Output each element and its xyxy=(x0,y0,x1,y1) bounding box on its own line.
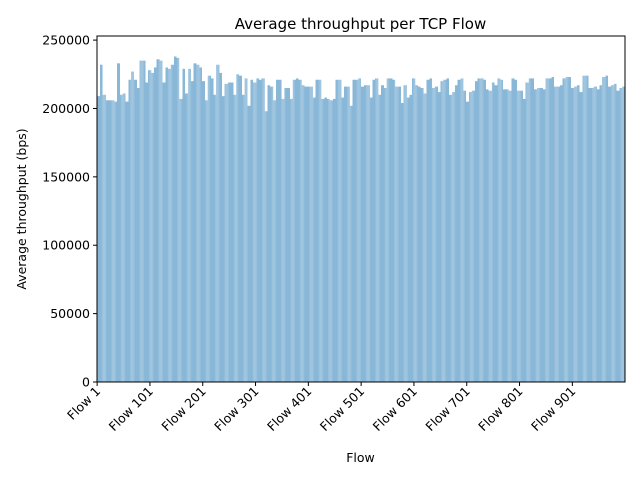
y-tick-label: 0 xyxy=(82,375,90,390)
y-tick-label: 200000 xyxy=(42,101,90,116)
y-tick-label: 150000 xyxy=(42,169,90,184)
x-tick-label: Flow 301 xyxy=(211,384,261,434)
x-axis: Flow 1 Flow 101 Flow 201 Flow 301 Flow 401 Fl… xyxy=(64,382,578,434)
x-axis-label: Flow xyxy=(346,450,375,465)
bars-group xyxy=(97,56,625,383)
x-tick-label: Flow 101 xyxy=(106,384,156,434)
plot-frame xyxy=(96,35,626,383)
y-tick-label: 250000 xyxy=(42,33,90,48)
x-tick-label: Flow 501 xyxy=(317,384,367,434)
y-tick-label: 50000 xyxy=(50,306,90,321)
x-tick-label: Flow 901 xyxy=(528,384,578,434)
x-tick-label: Flow 801 xyxy=(475,384,525,434)
y-axis-label: Average throughput (bps) xyxy=(14,128,29,289)
x-tick-label: Flow 601 xyxy=(370,384,420,434)
y-tick-label: 100000 xyxy=(42,238,90,253)
x-tick-label: Flow 201 xyxy=(158,384,208,434)
chart-title: Average throughput per TCP Flow xyxy=(235,15,486,33)
x-tick-label: Flow 701 xyxy=(422,384,472,434)
x-tick-label: Flow 401 xyxy=(264,384,314,434)
y-axis: 0 50000 100000 150000 200000 250000 xyxy=(42,33,97,390)
